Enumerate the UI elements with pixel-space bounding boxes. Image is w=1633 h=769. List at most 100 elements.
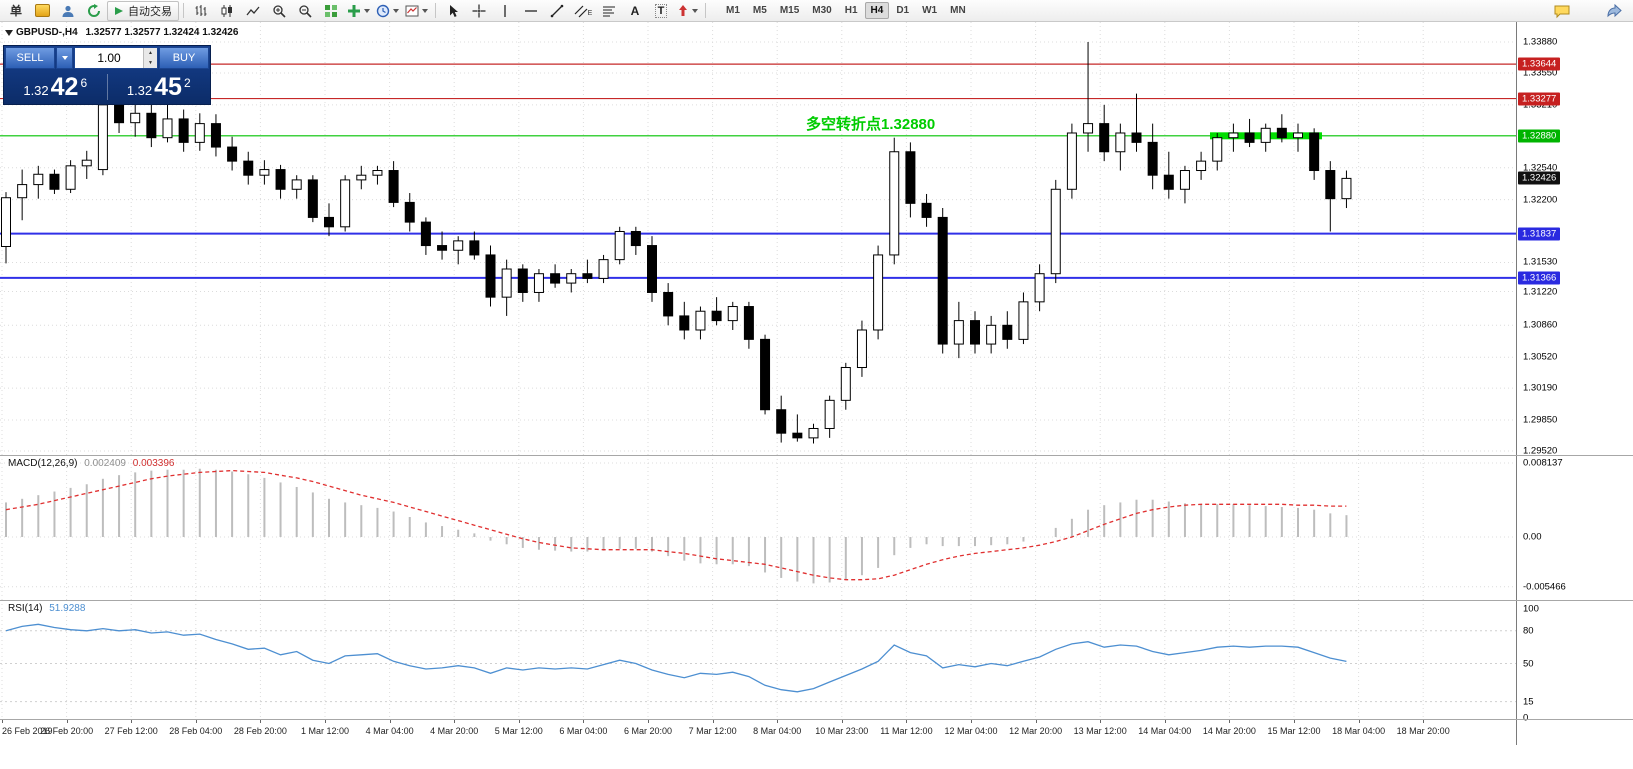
timeframe-m30-button[interactable]: M30 (812, 5, 832, 16)
candle-body (986, 324, 997, 345)
price-divider (106, 74, 108, 100)
tile-windows-button[interactable] (318, 1, 344, 21)
volume-input[interactable] (75, 48, 143, 68)
candle-body (889, 151, 900, 256)
macd-panel[interactable] (0, 455, 1516, 600)
candle-body (937, 216, 948, 345)
sell-price[interactable]: 1.32 42 6 (4, 74, 107, 100)
panel-separator[interactable] (0, 455, 1633, 456)
label-tool-button[interactable]: T (648, 1, 674, 21)
community-button[interactable] (1601, 1, 1627, 21)
candle-body (227, 146, 238, 162)
zoom-in-button[interactable] (266, 1, 292, 21)
time-tick (1100, 719, 1102, 723)
zoom-out-button[interactable] (292, 1, 318, 21)
order-ticket-button[interactable]: 单 (3, 1, 29, 21)
order-type-dropdown[interactable] (56, 47, 73, 69)
candle-body (1341, 177, 1352, 200)
timeframe-h1-button[interactable]: H1 (844, 5, 858, 16)
rsi-panel[interactable] (0, 600, 1516, 719)
candle-body (598, 259, 609, 279)
candle-body (1260, 127, 1271, 143)
chevron-down-icon (422, 8, 428, 13)
profile-button[interactable] (55, 1, 81, 21)
refresh-button[interactable] (81, 1, 107, 21)
toolbar-separator (435, 3, 436, 18)
chat-button[interactable] (1549, 1, 1575, 21)
text-tool-button[interactable]: A (622, 1, 648, 21)
candle-body (921, 202, 932, 218)
time-axis-label: 6 Mar 20:00 (623, 726, 673, 736)
candle-body (1163, 174, 1174, 190)
price-axis-label: 1.33880 (1523, 36, 1558, 48)
sell-button[interactable]: SELL (5, 47, 55, 69)
candle-chart-type-button[interactable] (214, 1, 240, 21)
timeframe-d1-button[interactable]: D1 (896, 5, 910, 16)
vertical-line-tool-button[interactable] (492, 1, 518, 21)
price-axis[interactable]: 1.338801.335501.332101.325401.322001.315… (1516, 22, 1633, 745)
trendline-tool-button[interactable] (544, 1, 570, 21)
sell-price-sup: 6 (80, 75, 88, 90)
candle-body (808, 427, 819, 439)
timeframe-m15-button[interactable]: M15 (779, 5, 800, 16)
price-axis-label: 1.33550 (1523, 67, 1558, 79)
equidistant-channel-icon (574, 5, 588, 17)
volume-up-button[interactable]: ▲ (144, 48, 157, 58)
candle-body (566, 273, 577, 284)
rsi-label: RSI(14) 51.9288 (8, 603, 85, 614)
time-tick (1358, 719, 1360, 723)
time-axis[interactable]: 26 Feb 2019 26 Feb 20:00 27 Feb 12:00 28 Fe… (0, 719, 1633, 745)
time-axis-label: 4 Mar 04:00 (365, 726, 414, 736)
horizontal-line-tool-button[interactable] (518, 1, 544, 21)
horizontal-line-icon (525, 9, 537, 12)
timeframe-h4-button[interactable]: H4 (864, 2, 890, 19)
candle-body (97, 104, 108, 171)
candle-body (1, 197, 11, 247)
templates-button[interactable] (402, 1, 431, 21)
cursor-tool-button[interactable] (440, 1, 466, 21)
candle-body (17, 184, 28, 199)
zoom-in-icon (273, 4, 286, 18)
time-axis-label: 13 Mar 12:00 (1073, 726, 1127, 736)
time-tick (454, 719, 456, 723)
chevron-down-icon (393, 8, 399, 13)
volume-down-button[interactable]: ▼ (144, 58, 157, 68)
macd-value: 0.002409 (84, 458, 126, 469)
candle-body (388, 170, 399, 203)
periods-button[interactable] (373, 1, 402, 21)
fibonacci-tool-button[interactable] (596, 1, 622, 21)
buy-price[interactable]: 1.32 45 2 (108, 74, 211, 100)
candle-body (533, 273, 544, 293)
buy-button[interactable]: BUY (159, 47, 209, 69)
crosshair-tool-button[interactable] (466, 1, 492, 21)
timeframe-mn-button[interactable]: MN (950, 5, 966, 16)
symbol-ohlc-values: 1.32577 1.32577 1.32424 1.32426 (85, 27, 239, 38)
volume-stepper: ▲ ▼ (143, 48, 157, 68)
time-tick (325, 719, 326, 723)
timeframe-m1-button[interactable]: M1 (726, 5, 740, 16)
timeframe-w1-button[interactable]: W1 (922, 5, 938, 16)
autotrade-button[interactable]: 自动交易 (107, 0, 179, 21)
candle-body (1196, 160, 1207, 172)
rsi-axis-label: 50 (1523, 658, 1534, 669)
timeframe-m5-button[interactable]: M5 (752, 5, 767, 16)
time-axis-label: 12 Mar 04:00 (944, 726, 998, 736)
line-chart-type-button[interactable] (240, 1, 266, 21)
forward-arrow-icon (1607, 3, 1622, 17)
channel-tool-button[interactable]: E (570, 1, 596, 21)
time-axis-label: 1 Mar 12:00 (300, 726, 350, 736)
panel-separator[interactable] (0, 600, 1633, 601)
arrows-tool-button[interactable] (674, 1, 701, 21)
bar-chart-type-button[interactable] (188, 1, 214, 21)
main-chart-window[interactable] (0, 22, 1516, 455)
candle-body (1018, 301, 1029, 340)
candle-body (33, 173, 44, 186)
indicators-button[interactable] (344, 1, 373, 21)
chart-expand-icon[interactable] (5, 30, 13, 36)
candle-body (711, 310, 722, 322)
macd-label: MACD(12,26,9) 0.002409 0.003396 (8, 458, 174, 469)
new-order-button[interactable] (29, 1, 55, 21)
time-tick (389, 719, 391, 723)
candle-body (856, 329, 867, 369)
time-axis-label: 28 Feb 20:00 (233, 726, 287, 736)
